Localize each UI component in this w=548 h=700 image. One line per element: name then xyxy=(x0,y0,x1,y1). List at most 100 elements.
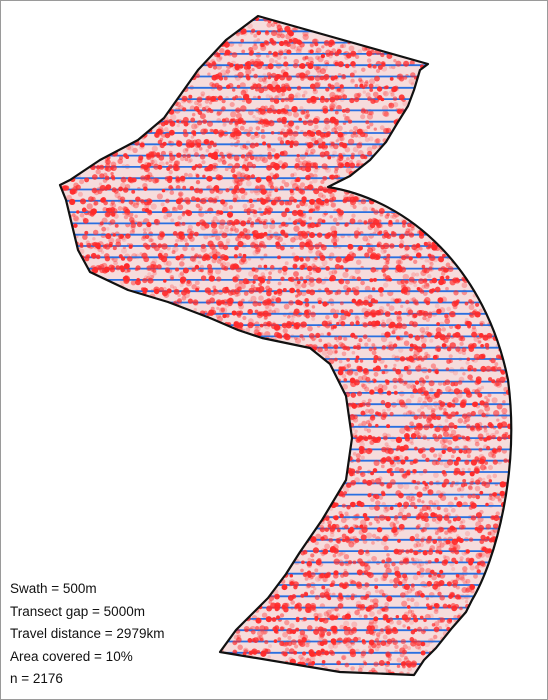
scatter-point xyxy=(373,127,377,131)
transect-sample-point xyxy=(337,603,344,609)
scatter-point xyxy=(311,316,316,321)
transect-sample-point xyxy=(258,220,263,225)
transect-sample-point xyxy=(303,591,309,597)
transect-sample-point xyxy=(204,141,209,145)
transect-sample-point xyxy=(234,64,240,71)
scatter-point xyxy=(350,78,355,83)
transect-sample-point xyxy=(198,189,203,194)
scatter-point xyxy=(322,127,328,132)
scatter-point xyxy=(461,587,468,593)
transect-sample-point xyxy=(94,242,101,249)
transect-sample-point xyxy=(374,638,380,643)
scatter-point xyxy=(318,338,323,343)
transect-sample-point xyxy=(324,347,329,351)
transect-sample-point xyxy=(330,141,335,147)
scatter-point xyxy=(353,126,358,131)
transect-sample-point xyxy=(403,583,410,590)
transect-sample-point xyxy=(185,209,190,215)
transect-sample-point xyxy=(123,278,130,284)
transect-sample-point xyxy=(252,209,258,215)
scatter-point xyxy=(371,246,376,252)
scatter-point xyxy=(290,317,295,323)
transect-sample-point xyxy=(181,289,187,296)
transect-sample-point xyxy=(421,504,429,512)
transect-sample-point xyxy=(314,595,320,600)
scatter-point xyxy=(494,362,499,367)
transect-sample-point xyxy=(330,76,335,81)
scatter-point xyxy=(446,306,452,312)
transect-sample-point xyxy=(410,501,416,507)
transect-sample-point xyxy=(262,244,267,249)
transect-sample-point xyxy=(433,580,440,587)
transect-sample-point xyxy=(462,478,467,483)
transect-sample-point xyxy=(396,108,403,115)
transect-sample-point xyxy=(405,434,410,439)
transect-sample-point xyxy=(340,309,345,314)
transect-sample-point xyxy=(334,336,338,341)
scatter-point xyxy=(487,464,494,471)
transect-sample-point xyxy=(412,638,418,644)
transect-sample-point xyxy=(413,458,419,464)
transect-sample-point xyxy=(389,411,394,417)
transect-sample-point xyxy=(420,447,426,453)
scatter-point xyxy=(433,621,440,627)
transect-sample-point xyxy=(436,322,440,326)
scatter-point xyxy=(207,72,211,76)
transect-sample-point xyxy=(243,65,249,70)
scatter-point xyxy=(168,170,173,175)
scatter-point xyxy=(371,555,377,562)
transect-sample-point xyxy=(359,83,364,88)
transect-sample-point xyxy=(225,188,230,193)
transect-sample-point xyxy=(157,234,164,241)
transect-sample-point xyxy=(367,220,372,225)
scatter-point xyxy=(258,77,264,83)
transect-sample-point xyxy=(187,298,193,304)
transect-sample-point xyxy=(389,77,394,81)
transect-sample-point xyxy=(334,130,338,135)
transect-sample-point xyxy=(409,347,413,352)
transect-sample-point xyxy=(430,569,435,574)
scatter-point xyxy=(467,374,473,380)
transect-sample-point xyxy=(118,186,124,192)
transect-sample-point xyxy=(426,580,433,587)
scatter-point xyxy=(391,214,397,220)
transect-sample-point xyxy=(349,199,357,206)
transect-sample-point xyxy=(449,310,456,318)
transect-sample-point xyxy=(336,660,341,666)
transect-sample-point xyxy=(413,415,419,420)
scatter-point xyxy=(394,644,399,650)
transect-sample-point xyxy=(273,639,278,643)
scatter-point xyxy=(136,201,140,206)
transect-sample-point xyxy=(360,198,367,205)
transect-sample-point xyxy=(305,174,311,181)
transect-sample-point xyxy=(386,653,390,657)
transect-sample-point xyxy=(278,50,284,56)
transect-sample-point xyxy=(86,242,92,248)
transect-sample-point xyxy=(376,356,382,362)
transect-sample-point xyxy=(368,389,375,396)
transect-sample-point xyxy=(315,559,322,566)
transect-sample-point xyxy=(365,630,370,635)
scatter-point xyxy=(184,172,188,177)
transect-sample-point xyxy=(163,252,169,258)
scatter-point xyxy=(242,203,248,209)
transect-sample-point xyxy=(120,176,127,183)
scatter-point xyxy=(371,144,377,150)
transect-sample-point xyxy=(110,200,115,205)
transect-sample-point xyxy=(349,651,357,658)
transect-sample-point xyxy=(340,320,346,327)
transect-sample-point xyxy=(287,129,294,136)
transect-sample-point xyxy=(329,96,336,103)
scatter-point xyxy=(425,282,430,287)
transect-sample-point xyxy=(443,514,450,521)
transect-sample-point xyxy=(307,141,314,149)
scatter-point xyxy=(142,228,147,232)
transect-sample-point xyxy=(319,132,326,138)
transect-sample-point xyxy=(174,221,180,227)
scatter-point xyxy=(343,553,350,560)
scatter-point xyxy=(195,203,201,208)
transect-sample-point xyxy=(245,280,250,285)
scatter-point xyxy=(403,483,410,490)
transect-sample-point xyxy=(288,196,295,203)
transect-sample-point xyxy=(360,534,367,541)
